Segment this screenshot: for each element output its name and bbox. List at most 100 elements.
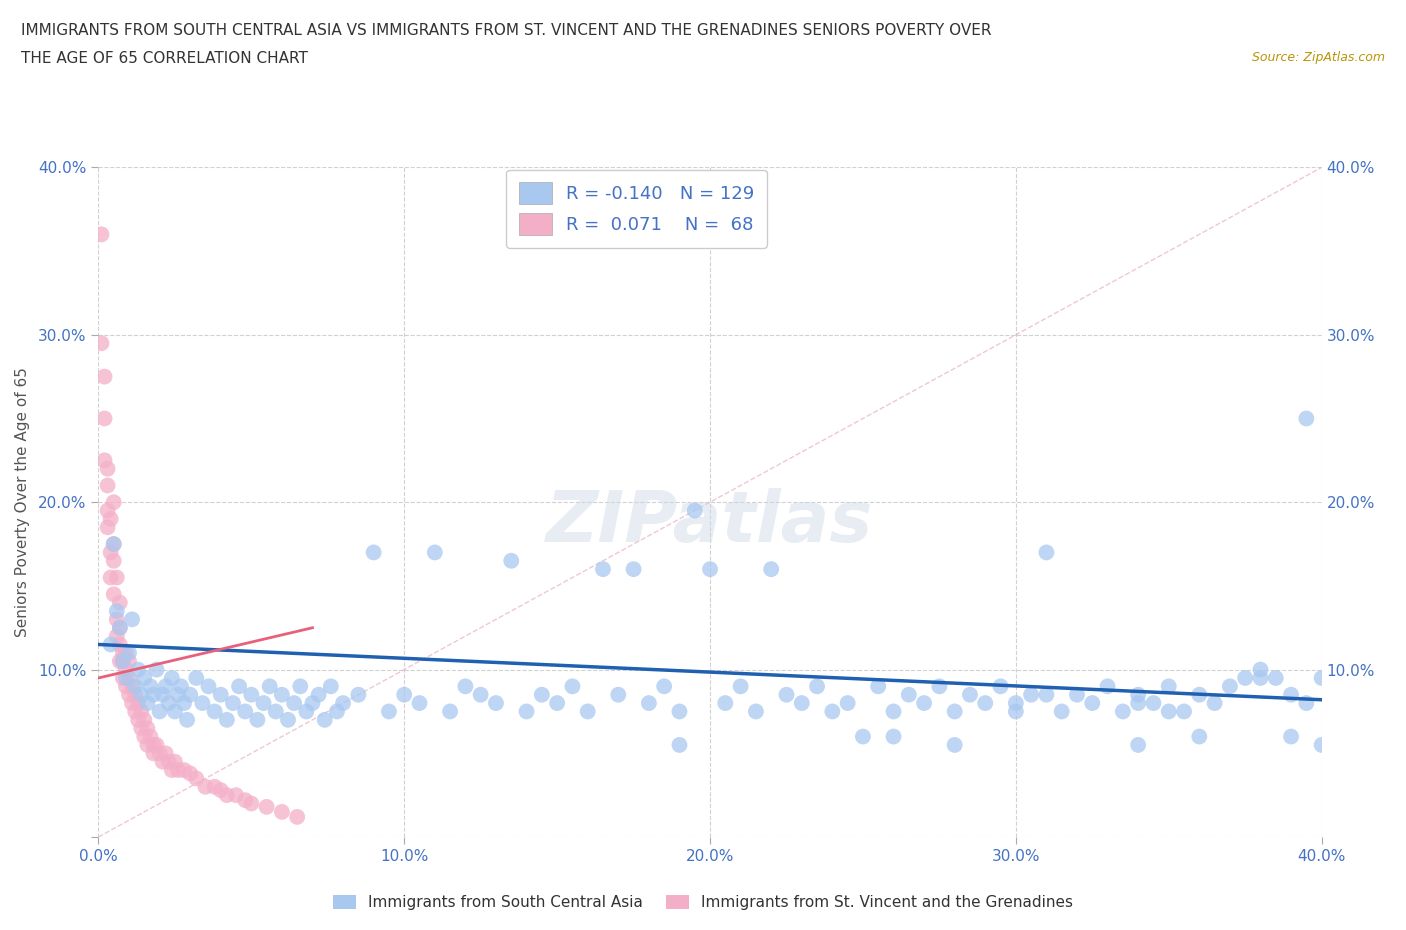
Point <box>607 687 630 702</box>
Point <box>142 746 165 761</box>
Point <box>118 671 141 685</box>
Point <box>160 763 183 777</box>
Point <box>454 679 477 694</box>
Point <box>136 737 159 752</box>
Point <box>163 754 186 769</box>
Point <box>142 687 165 702</box>
Point <box>121 612 143 627</box>
Point <box>124 687 146 702</box>
Point <box>1219 679 1241 694</box>
Point <box>115 679 138 694</box>
Point <box>215 712 238 727</box>
Point <box>561 679 583 694</box>
Point <box>186 771 208 786</box>
Point <box>1128 696 1150 711</box>
Point <box>546 696 568 711</box>
Point <box>155 746 177 761</box>
Point <box>699 562 721 577</box>
Point <box>423 545 446 560</box>
Point <box>115 671 138 685</box>
Point <box>93 369 115 384</box>
Point <box>191 696 214 711</box>
Point <box>1081 696 1104 711</box>
Legend: Immigrants from South Central Asia, Immigrants from St. Vincent and the Grenadin: Immigrants from South Central Asia, Immi… <box>325 887 1081 918</box>
Point <box>127 696 149 711</box>
Point <box>103 495 125 510</box>
Point <box>228 679 250 694</box>
Point <box>103 537 125 551</box>
Point <box>363 545 385 560</box>
Point <box>179 687 201 702</box>
Point <box>897 687 920 702</box>
Point <box>134 729 156 744</box>
Point <box>1295 411 1317 426</box>
Point <box>93 411 115 426</box>
Point <box>392 687 416 702</box>
Point <box>173 763 195 777</box>
Point <box>173 696 195 711</box>
Point <box>1310 671 1333 685</box>
Point <box>1249 671 1271 685</box>
Point <box>347 687 370 702</box>
Point <box>240 687 263 702</box>
Point <box>97 478 120 493</box>
Point <box>155 679 177 694</box>
Text: Source: ZipAtlas.com: Source: ZipAtlas.com <box>1251 51 1385 64</box>
Point <box>1188 729 1211 744</box>
Point <box>530 687 553 702</box>
Point <box>103 537 125 551</box>
Point <box>332 696 354 711</box>
Point <box>295 704 318 719</box>
Point <box>264 704 287 719</box>
Point <box>118 654 141 669</box>
Point <box>1142 696 1164 711</box>
Point <box>943 737 966 752</box>
Point <box>209 687 232 702</box>
Point <box>959 687 981 702</box>
Point <box>103 553 125 568</box>
Point <box>270 687 292 702</box>
Point <box>1050 704 1073 719</box>
Point <box>883 704 905 719</box>
Point <box>108 595 131 610</box>
Point <box>1019 687 1042 702</box>
Point <box>1188 687 1211 702</box>
Point <box>97 461 120 476</box>
Point <box>105 629 128 644</box>
Point <box>121 696 143 711</box>
Point <box>90 227 112 242</box>
Point <box>1279 687 1302 702</box>
Point <box>100 570 122 585</box>
Point <box>115 645 138 660</box>
Point <box>319 679 342 694</box>
Point <box>233 792 256 807</box>
Point <box>176 712 198 727</box>
Point <box>943 704 966 719</box>
Point <box>134 671 156 685</box>
Point <box>93 453 115 468</box>
Point <box>308 687 330 702</box>
Point <box>111 645 134 660</box>
Point <box>1157 704 1180 719</box>
Point <box>115 662 138 677</box>
Point <box>103 587 125 602</box>
Point <box>145 737 167 752</box>
Point <box>209 783 232 798</box>
Point <box>821 704 844 719</box>
Point <box>157 696 180 711</box>
Point <box>108 620 131 635</box>
Point <box>259 679 281 694</box>
Point <box>470 687 492 702</box>
Point <box>623 562 645 577</box>
Point <box>118 645 141 660</box>
Text: IMMIGRANTS FROM SOUTH CENTRAL ASIA VS IMMIGRANTS FROM ST. VINCENT AND THE GRENAD: IMMIGRANTS FROM SOUTH CENTRAL ASIA VS IM… <box>21 23 991 38</box>
Point <box>139 729 162 744</box>
Point <box>142 737 165 752</box>
Point <box>127 662 149 677</box>
Point <box>129 721 152 736</box>
Point <box>111 671 134 685</box>
Point <box>1279 729 1302 744</box>
Point <box>129 687 152 702</box>
Point <box>683 503 706 518</box>
Point <box>157 754 180 769</box>
